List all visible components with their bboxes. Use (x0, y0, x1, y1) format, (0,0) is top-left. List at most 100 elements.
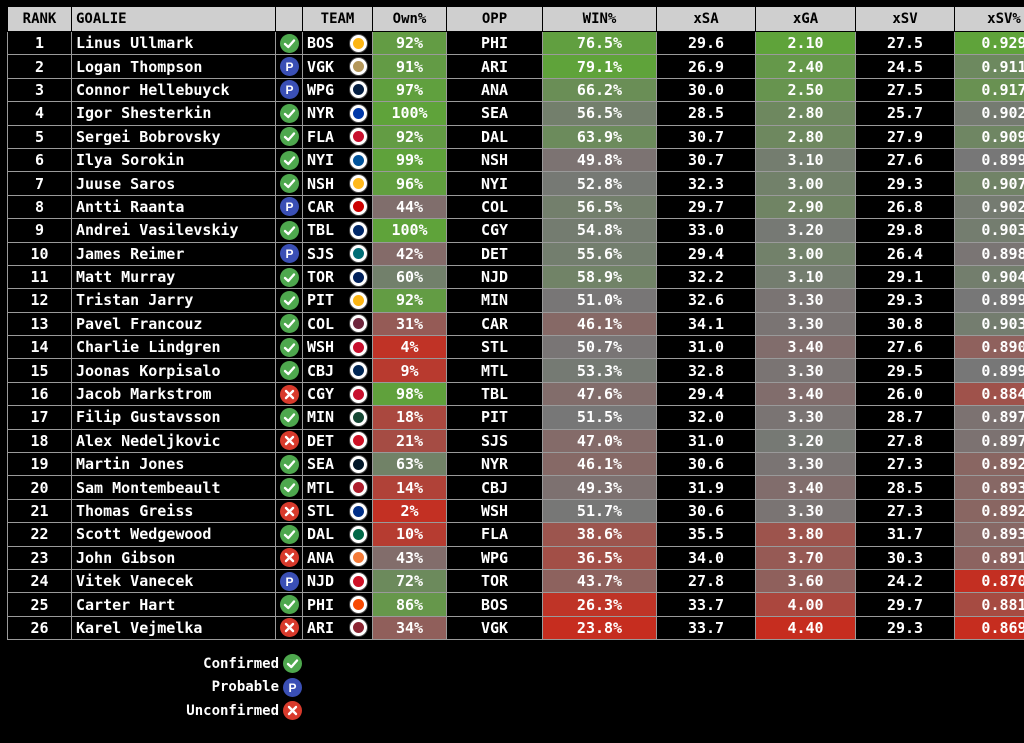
xga-cell: 3.80 (755, 522, 856, 547)
goalie-name[interactable]: Matt Murray (71, 264, 276, 290)
header-opp[interactable]: OPP (446, 6, 543, 32)
table-row[interactable]: 23 John Gibson ANA 43% WPG 36.5% 34.0 3.70 30.3 0… (7, 545, 1024, 570)
flyers-logo-icon (349, 595, 368, 615)
header-xsvp[interactable]: xSV% (954, 6, 1024, 32)
xsvp-cell: 0.870 (954, 568, 1024, 594)
own-cell: 9% (372, 358, 447, 383)
goalie-name[interactable]: Charlie Lindgren (71, 335, 276, 360)
header-team[interactable]: TEAM (302, 6, 373, 32)
table-row[interactable]: 5 Sergei Bobrovsky FLA 92% DAL 63.9% 30.7 2.80 2… (7, 124, 1024, 149)
table-row[interactable]: 16 Jacob Markstrom CGY 98% TBL 47.6% 29.4 3.40 2… (7, 381, 1024, 407)
rank-cell: 23 (7, 545, 72, 570)
header-xsa[interactable]: xSA (656, 6, 756, 32)
opp-cell: BOS (446, 592, 543, 617)
table-row[interactable]: 26 Karel Vejmelka ARI 34% VGK 23.8% 33.7 4.40 29… (7, 615, 1024, 641)
table-row[interactable]: 7 Juuse Saros NSH 96% NYI 52.8% 32.3 3.00 29.3 0.… (7, 171, 1024, 196)
table-row[interactable]: 3 Connor Hellebuyck P WPG 97% ANA 66.2% 30.0 2.5… (7, 77, 1024, 103)
own-cell: 18% (372, 405, 447, 430)
table-row[interactable]: 15 Joonas Korpisalo CBJ 9% MTL 53.3% 32.8 3.30 2… (7, 358, 1024, 383)
goalie-name[interactable]: James Reimer (71, 241, 276, 266)
header-goalie[interactable]: GOALIE (71, 6, 276, 32)
table-row[interactable]: 21 Thomas Greiss STL 2% WSH 51.7% 30.6 3.30 27.3… (7, 498, 1024, 524)
win-cell: 23.8% (542, 615, 657, 641)
header-rank[interactable]: RANK (7, 6, 72, 32)
header-xsv[interactable]: xSV (855, 6, 955, 32)
goalie-name[interactable]: Joonas Korpisalo (71, 358, 276, 383)
goalie-name[interactable]: Vitek Vanecek (71, 568, 276, 594)
legend-label: Unconfirmed (186, 702, 279, 719)
xsv-cell: 27.3 (855, 498, 955, 524)
table-row[interactable]: 24 Vitek Vanecek P NJD 72% TOR 43.7% 27.8 3.60 24… (7, 568, 1024, 594)
goalie-name[interactable]: Karel Vejmelka (71, 615, 276, 641)
opp-cell: WSH (446, 498, 543, 524)
table-row[interactable]: 12 Tristan Jarry PIT 92% MIN 51.0% 32.6 3.30 29.… (7, 288, 1024, 313)
status-cell (275, 592, 303, 617)
header-own[interactable]: Own% (372, 6, 447, 32)
lightning-logo-icon (349, 220, 368, 240)
table-row[interactable]: 20 Sam Montembeault MTL 14% CBJ 49.3% 31.9 3.40… (7, 475, 1024, 500)
team-cell: NYI (302, 147, 373, 173)
team-cell: PIT (302, 288, 373, 313)
goalie-name[interactable]: Tristan Jarry (71, 288, 276, 313)
goalie-name[interactable]: Alex Nedeljkovic (71, 428, 276, 454)
rank-cell: 2 (7, 54, 72, 79)
table-row[interactable]: 2 Logan Thompson P VGK 91% ARI 79.1% 26.9 2.40 24… (7, 54, 1024, 79)
confirmed-icon (279, 337, 299, 357)
goalie-name[interactable]: Linus Ullmark (71, 30, 276, 56)
table-row[interactable]: 13 Pavel Francouz COL 31% CAR 46.1% 34.1 3.30 30… (7, 311, 1024, 337)
header-xga[interactable]: xGA (755, 6, 856, 32)
goalie-name[interactable]: Sam Montembeault (71, 475, 276, 500)
rank-cell: 10 (7, 241, 72, 266)
confirmed-icon (279, 524, 299, 544)
unconfirmed-icon (279, 431, 299, 451)
confirmed-icon (279, 454, 299, 474)
table-row[interactable]: 4 Igor Shesterkin NYR 100% SEA 56.5% 28.5 2.80 2… (7, 101, 1024, 126)
opp-cell: TOR (446, 568, 543, 594)
goalie-name[interactable]: Scott Wedgewood (71, 522, 276, 547)
goalie-name[interactable]: Jacob Markstrom (71, 381, 276, 407)
goalie-name[interactable]: Logan Thompson (71, 54, 276, 79)
goalie-name[interactable]: Pavel Francouz (71, 311, 276, 337)
probable-icon: P (283, 677, 302, 697)
table-row[interactable]: 9 Andrei Vasilevskiy TBL 100% CGY 54.8% 33.0 3.… (7, 218, 1024, 243)
goalie-name[interactable]: Sergei Bobrovsky (71, 124, 276, 149)
confirmed-icon (279, 595, 299, 615)
goalie-name[interactable]: Andrei Vasilevskiy (71, 218, 276, 243)
table-row[interactable]: 19 Martin Jones SEA 63% NYR 46.1% 30.6 3.30 27.3… (7, 452, 1024, 477)
team-cell: WSH (302, 335, 373, 360)
jets-logo-icon (349, 80, 368, 100)
xsa-cell: 26.9 (656, 54, 756, 79)
xsv-cell: 27.5 (855, 30, 955, 56)
xsvp-cell: 0.892 (954, 498, 1024, 524)
table-row[interactable]: 8 Antti Raanta P CAR 44% COL 56.5% 29.7 2.90 26.8… (7, 194, 1024, 220)
goalie-name[interactable]: Martin Jones (71, 452, 276, 477)
goalie-name[interactable]: Ilya Sorokin (71, 147, 276, 173)
rank-cell: 8 (7, 194, 72, 220)
table-row[interactable]: 25 Carter Hart PHI 86% BOS 26.3% 33.7 4.00 29.7 0… (7, 592, 1024, 617)
goalie-name[interactable]: Carter Hart (71, 592, 276, 617)
goalie-name[interactable]: John Gibson (71, 545, 276, 570)
table-row[interactable]: 11 Matt Murray TOR 60% NJD 58.9% 32.2 3.10 29.1 0… (7, 264, 1024, 290)
header-win[interactable]: WIN% (542, 6, 657, 32)
table-row[interactable]: 17 Filip Gustavsson MIN 18% PIT 51.5% 32.0 3.30… (7, 405, 1024, 430)
table-row[interactable]: 10 James Reimer P SJS 42% DET 55.6% 29.4 3.00 26.… (7, 241, 1024, 266)
probable-icon: P (279, 57, 299, 77)
win-cell: 79.1% (542, 54, 657, 79)
table-row[interactable]: 22 Scott Wedgewood DAL 10% FLA 38.6% 35.5 3.80 3… (7, 522, 1024, 547)
goalie-name[interactable]: Filip Gustavsson (71, 405, 276, 430)
xsvp-cell: 0.904 (954, 264, 1024, 290)
table-row[interactable]: 1 Linus Ullmark BOS 92% PHI 76.5% 29.6 2.10 27.5… (7, 30, 1024, 56)
table-row[interactable]: 6 Ilya Sorokin NYI 99% NSH 49.8% 30.7 3.10 27.6 0… (7, 147, 1024, 173)
svg-text:P: P (285, 575, 293, 589)
xsa-cell: 29.4 (656, 381, 756, 407)
goalie-name[interactable]: Connor Hellebuyck (71, 77, 276, 103)
table-row[interactable]: 18 Alex Nedeljkovic DET 21% SJS 47.0% 31.0 3.20… (7, 428, 1024, 454)
confirmed-icon (279, 314, 299, 334)
rank-cell: 7 (7, 171, 72, 196)
goalie-name[interactable]: Juuse Saros (71, 171, 276, 196)
status-cell: P (275, 194, 303, 220)
goalie-name[interactable]: Igor Shesterkin (71, 101, 276, 126)
table-row[interactable]: 14 Charlie Lindgren WSH 4% STL 50.7% 31.0 3.40 2… (7, 335, 1024, 360)
goalie-name[interactable]: Antti Raanta (71, 194, 276, 220)
goalie-name[interactable]: Thomas Greiss (71, 498, 276, 524)
